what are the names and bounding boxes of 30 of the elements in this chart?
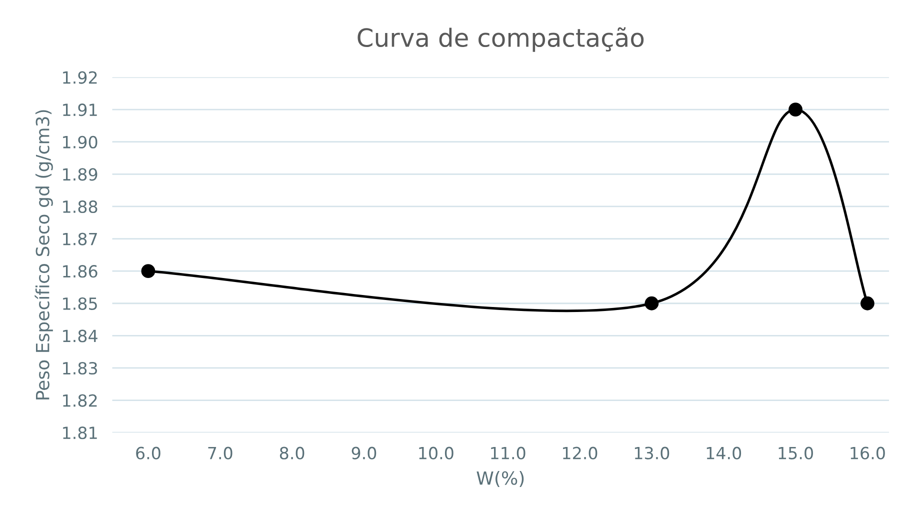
y-tick-label: 1.83 [63, 362, 98, 375]
y-tick-label: 1.86 [63, 265, 98, 278]
x-tick-label: 8.0 [280, 446, 304, 460]
y-tick-label: 1.82 [63, 394, 97, 407]
y-tick-label: 1.89 [63, 168, 98, 181]
y-tick-label: 1.85 [63, 297, 97, 310]
x-tick-label: 10.0 [419, 446, 454, 460]
x-tick-label: 11.0 [491, 446, 526, 460]
y-tick-label: 1.88 [63, 200, 98, 214]
y-tick-label: 1.90 [63, 136, 98, 148]
x-tick-label: 16.0 [850, 446, 885, 460]
x-tick-label: 12.0 [563, 446, 598, 460]
y-axis-title: Peso Específico Seco gd (g/cm3) [34, 110, 53, 400]
chart-title: Curva de compactação [358, 27, 644, 52]
y-tick-label: 1.92 [63, 71, 97, 84]
y-tick-label: 1.91 [63, 104, 97, 116]
y-tick-label: 1.81 [63, 426, 97, 440]
x-axis-title: W(%) [476, 470, 524, 488]
x-tick-label: 14.0 [706, 446, 742, 460]
x-tick-label: 13.0 [634, 446, 670, 460]
x-tick-label: 15.0 [778, 446, 813, 460]
x-tick-label: 7.0 [208, 446, 232, 460]
x-tick-label: 9.0 [352, 446, 376, 460]
point [788, 102, 802, 116]
point [644, 296, 659, 310]
point [141, 264, 156, 278]
y-tick-label: 1.87 [63, 232, 97, 246]
x-tick-label: 6.0 [136, 446, 160, 460]
point [860, 296, 874, 310]
y-tick-label: 1.84 [63, 330, 98, 342]
